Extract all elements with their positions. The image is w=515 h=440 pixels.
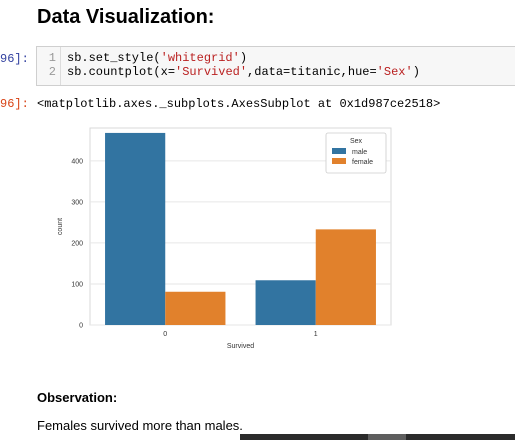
code-string: 'Survived' <box>175 65 248 79</box>
input-prompt: 96]: <box>0 52 29 66</box>
line-number-gutter: 1 2 <box>37 47 61 85</box>
y-tick-label: 300 <box>71 199 83 206</box>
legend-label-female: female <box>352 159 373 166</box>
legend-label-male: male <box>352 149 367 156</box>
code-token: ) <box>239 51 248 65</box>
code-line: sb.set_style('whitegrid') <box>67 51 420 65</box>
y-tick-label: 100 <box>71 281 83 288</box>
cell-output-text: <matplotlib.axes._subplots.AxesSubplot a… <box>37 97 441 111</box>
code-string: 'Sex' <box>376 65 413 79</box>
y-tick-label: 200 <box>71 240 83 247</box>
y-tick-label: 400 <box>71 158 83 165</box>
legend-title: Sex <box>350 138 363 145</box>
bar-female-0 <box>165 291 226 325</box>
bar-female-1 <box>315 229 376 325</box>
y-tick-label: 0 <box>79 323 83 330</box>
bar-male-0 <box>105 132 166 325</box>
code-token: ) <box>412 65 420 79</box>
x-axis-label: Survived <box>227 343 254 350</box>
x-tick-label: 0 <box>163 331 167 338</box>
legend-swatch-male <box>332 148 346 154</box>
x-tick-label: 1 <box>314 331 318 338</box>
line-number: 1 <box>48 51 56 65</box>
section-heading: Data Visualization: <box>37 6 215 28</box>
legend-swatch-female <box>332 158 346 164</box>
code-token: sb.set_style( <box>67 51 161 65</box>
observation-text: Females survived more than males. <box>37 418 243 433</box>
code-token: ,data=titanic,hue= <box>247 65 377 79</box>
output-prompt: 96]: <box>0 97 29 111</box>
code-editor[interactable]: sb.set_style('whitegrid') sb.countplot(x… <box>67 51 420 79</box>
code-string: 'whitegrid' <box>160 51 240 65</box>
code-token: sb.countplot(x= <box>67 65 176 79</box>
bar-male-1 <box>255 280 316 325</box>
code-cell[interactable]: 1 2 sb.set_style('whitegrid') sb.countpl… <box>36 46 515 86</box>
line-number: 2 <box>48 65 56 79</box>
scrollbar-thumb[interactable] <box>368 434 406 440</box>
observation-title: Observation: <box>37 390 118 405</box>
y-axis-label: count <box>57 218 64 235</box>
code-line: sb.countplot(x='Survived',data=titanic,h… <box>67 65 420 79</box>
